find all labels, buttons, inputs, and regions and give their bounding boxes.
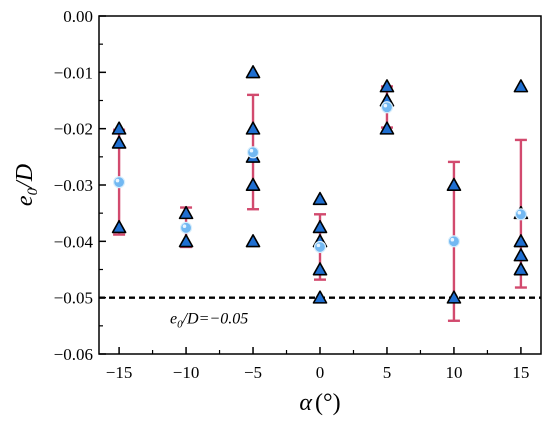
plot-area: −15 −10 −5 0 5 10 15 0.00 −0.01 −0.02 −0.03 −0.04 −… [54,7,542,382]
mean-point-highlight [517,210,522,215]
y-tick-label: −0.04 [54,232,94,251]
triangle-point [178,234,194,248]
triangle-point [513,262,529,276]
triangle-point [111,219,127,234]
triangle-point [245,65,261,79]
triangle-point [312,290,328,304]
x-tick-label: 15 [512,363,529,382]
triangle-point [513,248,529,262]
mean-point [447,235,461,248]
triangle-point [111,121,127,135]
mean-point [179,221,193,234]
mean-point [313,240,327,254]
triangle-point [312,191,328,206]
x-axis-label-unit: (°) [315,390,341,416]
triangle-point [178,205,194,220]
y-axis-label-main: e [12,195,38,206]
triangle-point [446,177,462,191]
mean-point-highlight [115,178,120,183]
triangle-point [446,290,462,304]
x-tick-label: 5 [383,363,392,382]
mean-series [112,101,528,254]
ref-label-sub: 0 [177,319,183,331]
mean-point [514,208,528,221]
mean-point-highlight [249,148,254,153]
x-axis-label-symbol: α [299,390,312,416]
y-tick-label: −0.05 [54,289,93,308]
mean-point-highlight [383,103,388,108]
mean-point-highlight [316,243,321,248]
triangle-point [312,219,328,234]
y-tick-label: −0.01 [54,63,93,82]
x-axis: −15 −10 −5 0 5 10 15 [106,347,529,382]
x-axis-label: α (°) [299,390,340,416]
triangle-point [312,262,328,276]
mean-point [246,146,260,159]
y-tick-label: −0.03 [54,176,93,195]
triangle-point [513,79,529,93]
x-tick-label: 10 [445,363,462,382]
y-tick-label: −0.02 [54,120,93,139]
y-axis-label-sub: 0 [25,187,41,195]
y-tick-label: 0.00 [63,7,93,26]
mean-point [112,176,126,189]
triangle-point [245,234,261,248]
x-tick-label: −5 [244,363,262,382]
ref-label-main: e [170,311,177,328]
x-tick-label: −15 [106,363,133,382]
triangle-point [513,234,529,248]
triangle-point [245,177,261,191]
mean-point-highlight [450,237,455,242]
x-tick-label: 0 [316,363,325,382]
y-axis-label-rest: /D [12,164,38,190]
triangle-point [111,135,127,149]
y-axis: 0.00 −0.01 −0.02 −0.03 −0.04 −0.05 −0.06 [54,7,106,364]
mean-point-highlight [182,224,187,229]
triangle-series [111,65,529,304]
triangle-point [245,121,261,135]
y-axis-label: e0/D [12,164,41,206]
y-tick-label: −0.06 [54,345,93,364]
reference-line-label: e0/D=−0.05 [170,311,248,331]
mean-point [380,101,394,114]
triangle-point [379,79,395,93]
triangle-point [379,121,395,135]
x-tick-label: −10 [173,363,200,382]
ref-label-rest: /D=−0.05 [182,311,249,328]
